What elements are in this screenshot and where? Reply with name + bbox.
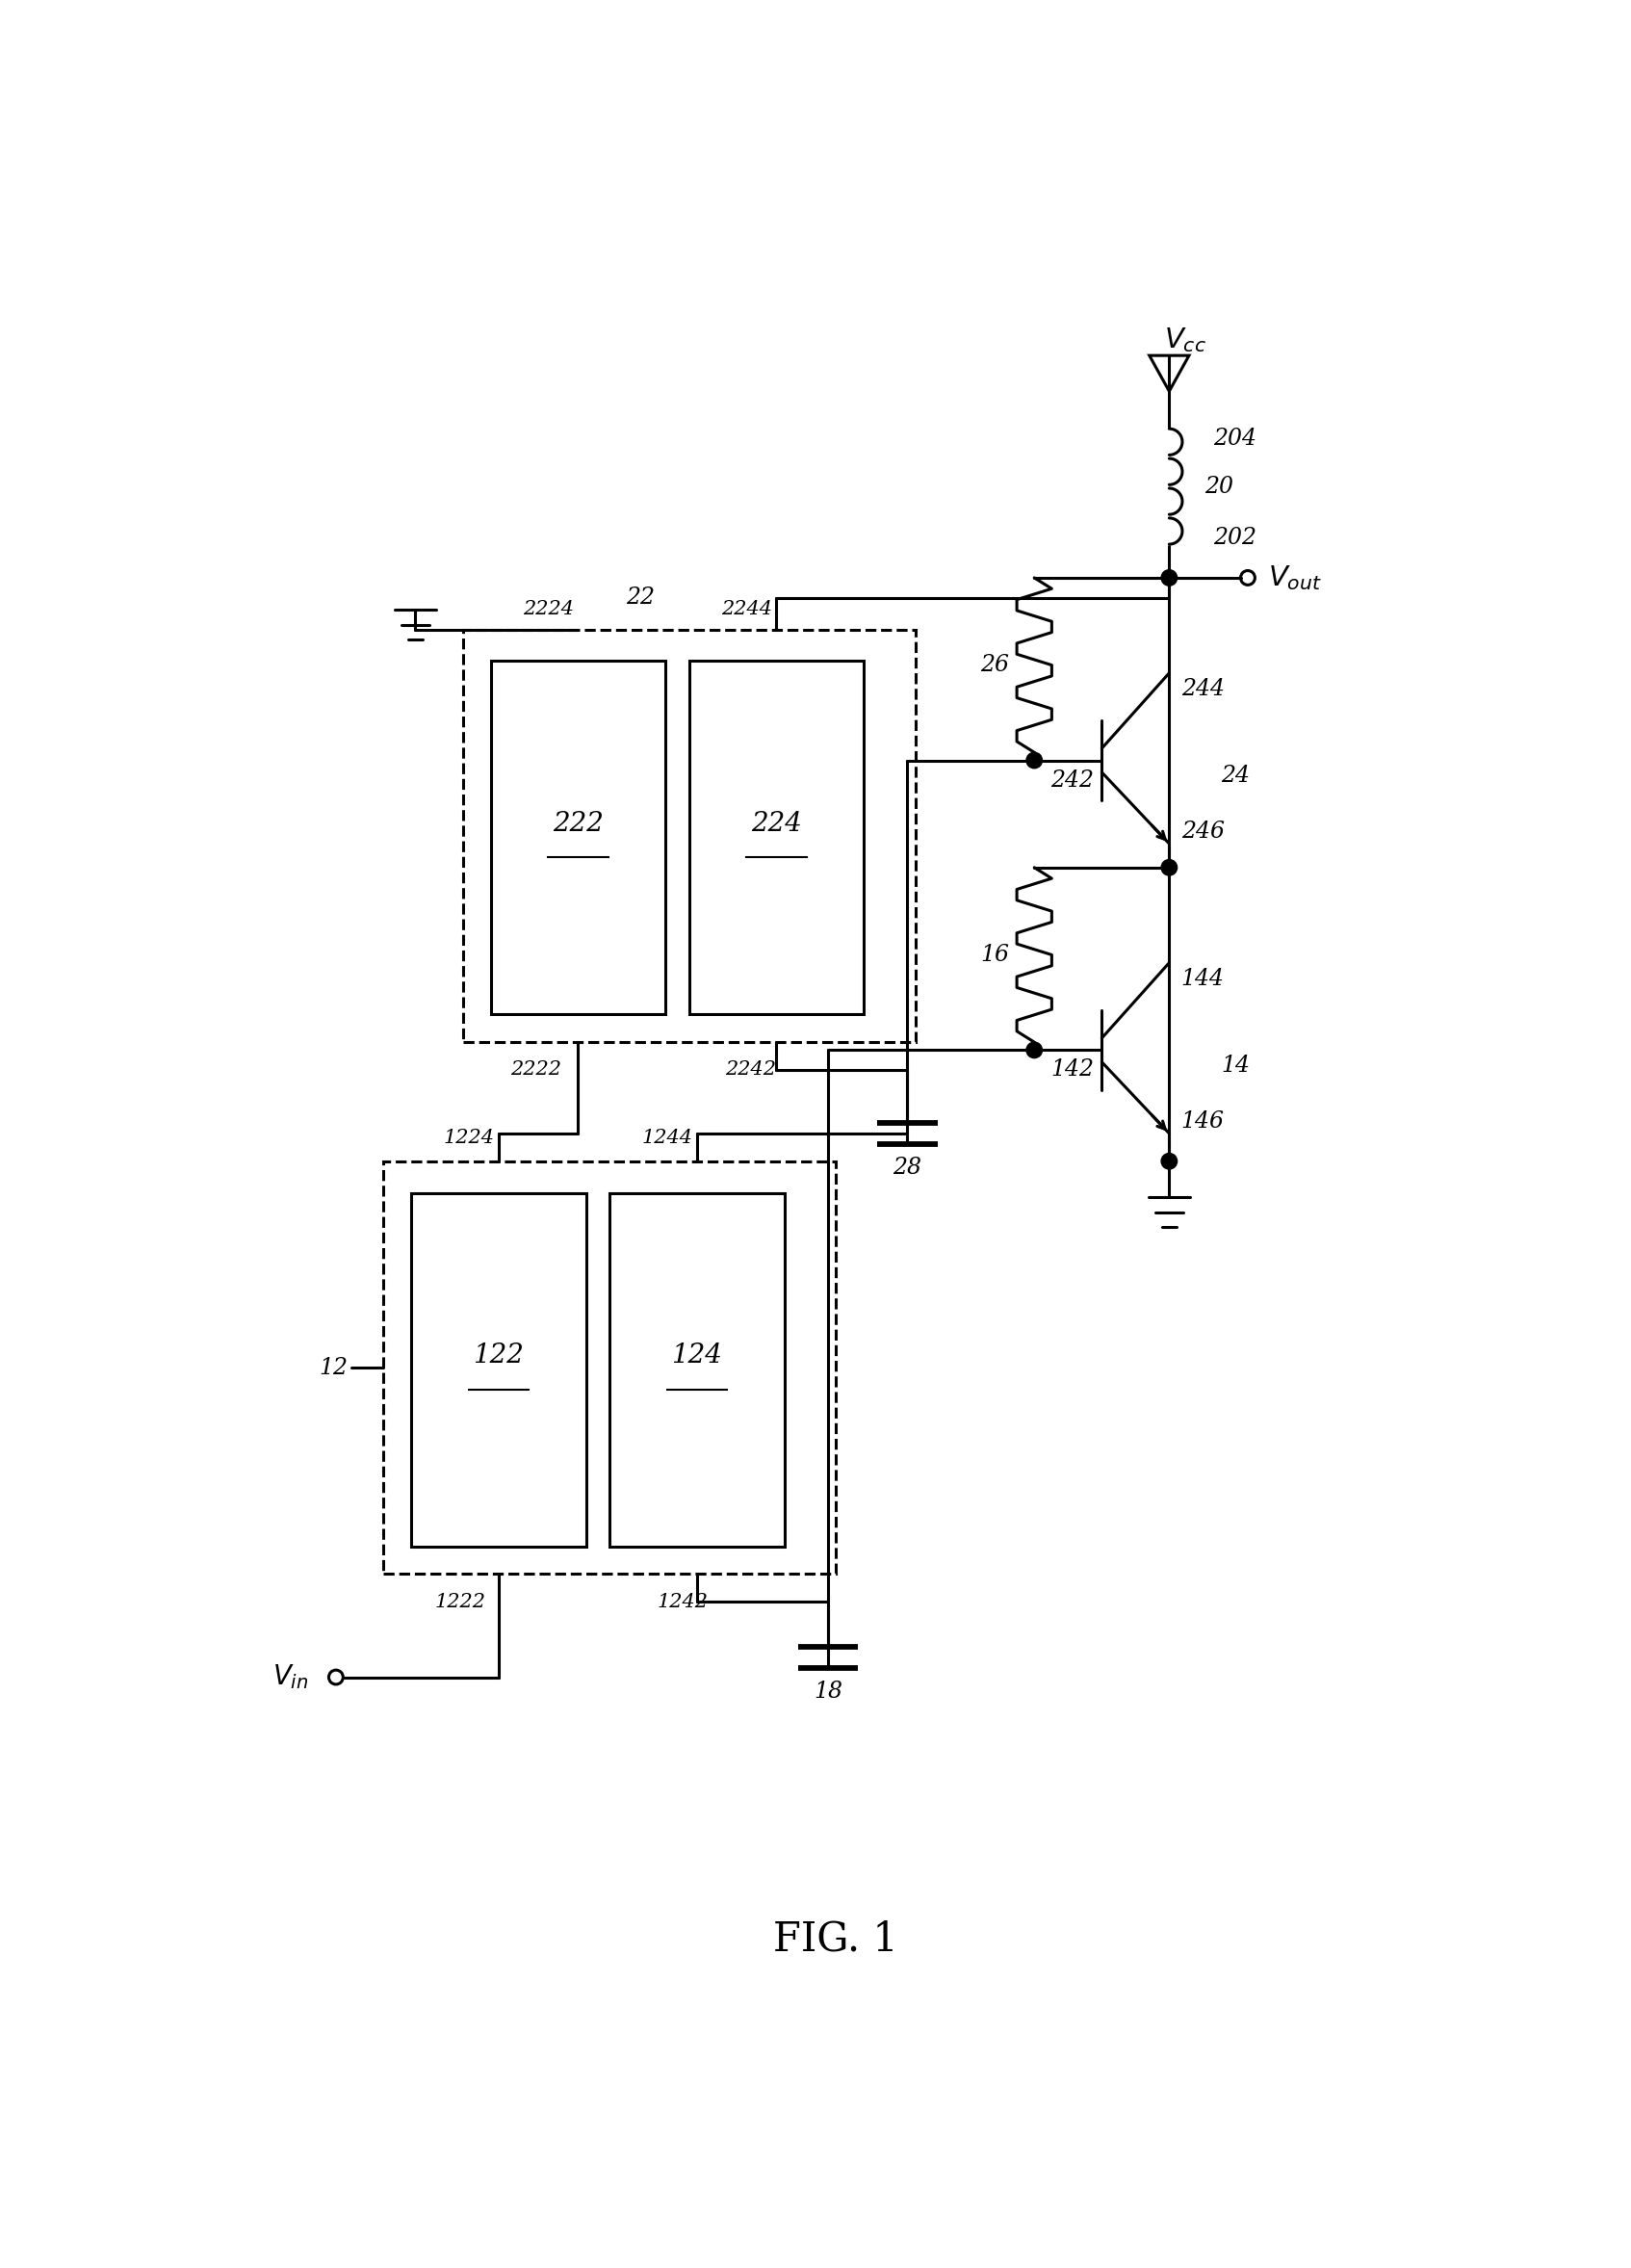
Text: 20: 20 [1205,476,1233,497]
Circle shape [1026,1041,1042,1057]
Text: 204: 204 [1213,429,1256,449]
Bar [463,628,915,1041]
Text: 2242: 2242 [724,1061,776,1080]
Circle shape [1026,753,1042,769]
Text: 22: 22 [626,587,654,608]
Text: FIG. 1: FIG. 1 [773,1919,899,1960]
Text: 224: 224 [750,810,802,837]
Text: 24: 24 [1220,764,1249,787]
Text: 1222: 1222 [435,1592,486,1610]
Text: 12: 12 [320,1356,347,1379]
Circle shape [1161,569,1178,585]
Text: 222: 222 [553,810,603,837]
Text: 124: 124 [672,1343,723,1368]
Text: 146: 146 [1181,1111,1225,1132]
Text: 142: 142 [1050,1059,1094,1082]
Text: 202: 202 [1213,526,1256,549]
Bar [383,1161,837,1574]
Text: 2224: 2224 [522,601,574,619]
Text: 242: 242 [1050,769,1094,792]
Circle shape [1161,860,1178,875]
Text: 1244: 1244 [641,1127,693,1148]
Text: $V_{out}$: $V_{out}$ [1269,562,1323,592]
Bar [411,1193,586,1547]
Bar [688,660,864,1014]
Text: 2244: 2244 [721,601,771,619]
Text: 14: 14 [1220,1055,1249,1077]
Bar [491,660,665,1014]
Text: 28: 28 [892,1157,922,1179]
Text: 16: 16 [980,943,1010,966]
Text: 1242: 1242 [657,1592,708,1610]
Text: $V_{in}$: $V_{in}$ [272,1662,308,1692]
Bar [610,1193,785,1547]
Text: 2222: 2222 [511,1061,561,1080]
Circle shape [1161,1152,1178,1168]
Text: 246: 246 [1181,821,1225,844]
Text: 122: 122 [473,1343,524,1368]
Text: 26: 26 [980,653,1010,676]
Text: 18: 18 [814,1681,842,1703]
Text: $V_{cc}$: $V_{cc}$ [1165,324,1207,354]
Text: 244: 244 [1181,678,1225,701]
Text: 144: 144 [1181,968,1225,989]
Text: 1224: 1224 [444,1127,494,1148]
